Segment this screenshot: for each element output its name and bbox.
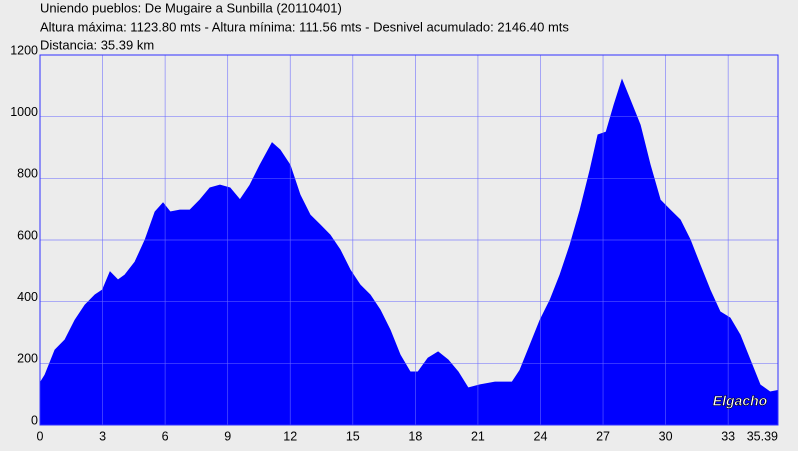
watermark: Elgacho bbox=[713, 393, 768, 409]
x-tick-label: 30 bbox=[659, 429, 673, 443]
x-tick-label: 3 bbox=[99, 429, 106, 443]
y-tick-label: 800 bbox=[17, 167, 38, 181]
y-tick-label: 1200 bbox=[10, 43, 38, 57]
y-tick-label: 600 bbox=[17, 228, 38, 242]
x-tick-label: 33 bbox=[721, 429, 735, 443]
chart-subtitle: Altura máxima: 1123.80 mts - Altura míni… bbox=[40, 19, 569, 34]
x-tick-label: 15 bbox=[346, 429, 360, 443]
y-tick-label: 1000 bbox=[10, 105, 38, 119]
x-tick-label: 0 bbox=[37, 429, 44, 443]
x-tick-label: 21 bbox=[471, 429, 485, 443]
plot-frame bbox=[39, 54, 779, 426]
x-tick-label: 18 bbox=[408, 429, 422, 443]
x-tick-label: 12 bbox=[283, 429, 297, 443]
y-tick-label: 400 bbox=[17, 290, 38, 304]
y-tick-label: 200 bbox=[17, 352, 38, 366]
chart-title: Uniendo pueblos: De Mugaire a Sunbilla (… bbox=[40, 0, 342, 15]
y-tick-label: 0 bbox=[31, 413, 38, 427]
x-tick-label: 24 bbox=[534, 429, 548, 443]
distance-note: Distancia: 35.39 km bbox=[40, 37, 154, 52]
x-tick-label: 35.39 bbox=[747, 429, 778, 443]
x-tick-label: 6 bbox=[162, 429, 169, 443]
x-tick-label: 9 bbox=[224, 429, 231, 443]
x-tick-label: 27 bbox=[596, 429, 610, 443]
